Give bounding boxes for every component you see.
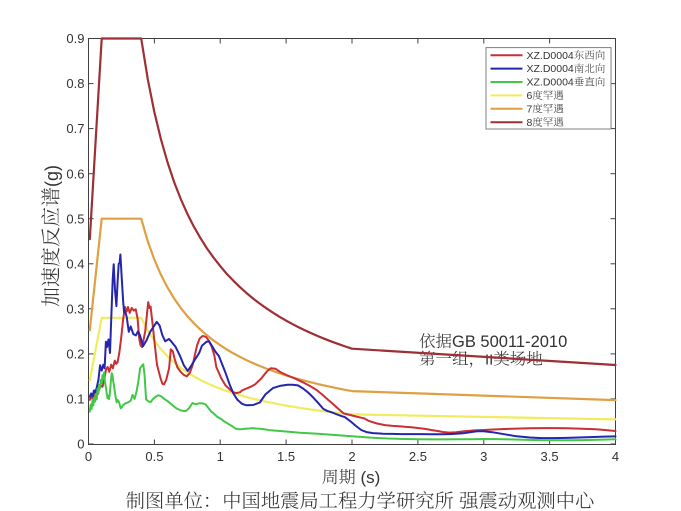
svg-text:1.5: 1.5 bbox=[277, 449, 295, 464]
svg-text:0.7: 0.7 bbox=[66, 121, 84, 136]
svg-text:0: 0 bbox=[77, 437, 84, 452]
svg-text:0.1: 0.1 bbox=[66, 392, 84, 407]
svg-text:0: 0 bbox=[85, 449, 92, 464]
svg-text:0.5: 0.5 bbox=[145, 449, 163, 464]
svg-text:0.4: 0.4 bbox=[66, 256, 84, 271]
svg-text:0.6: 0.6 bbox=[66, 166, 84, 181]
svg-text:1: 1 bbox=[217, 449, 224, 464]
svg-text:(g): (g) bbox=[42, 165, 62, 187]
svg-text:2.5: 2.5 bbox=[409, 449, 427, 464]
svg-text:4: 4 bbox=[612, 449, 619, 464]
svg-text:GB 50011-2010: GB 50011-2010 bbox=[452, 333, 567, 351]
svg-text:3.5: 3.5 bbox=[541, 449, 559, 464]
svg-text:0.5: 0.5 bbox=[66, 211, 84, 226]
svg-text:(s): (s) bbox=[361, 468, 381, 487]
svg-text:XZ.D0004: XZ.D0004 bbox=[527, 50, 574, 62]
svg-text:2: 2 bbox=[348, 449, 355, 464]
svg-text:0.9: 0.9 bbox=[66, 31, 84, 46]
svg-text:0.3: 0.3 bbox=[66, 301, 84, 316]
svg-text:7: 7 bbox=[527, 103, 533, 115]
svg-text:6: 6 bbox=[527, 90, 533, 102]
svg-text:XZ.D0004: XZ.D0004 bbox=[527, 63, 574, 75]
svg-text:0.8: 0.8 bbox=[66, 76, 84, 91]
svg-text:8: 8 bbox=[527, 117, 533, 129]
svg-text:II: II bbox=[485, 352, 493, 369]
svg-text:3: 3 bbox=[480, 449, 487, 464]
svg-text:XZ.D0004: XZ.D0004 bbox=[527, 77, 574, 89]
svg-text:0.2: 0.2 bbox=[66, 347, 84, 362]
